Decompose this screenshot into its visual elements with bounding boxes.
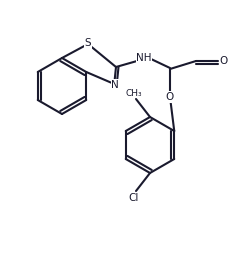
Text: CH₃: CH₃	[126, 88, 142, 98]
Text: S: S	[85, 38, 91, 48]
Text: Cl: Cl	[129, 193, 139, 203]
Text: O: O	[166, 92, 174, 102]
Text: O: O	[220, 56, 228, 66]
Text: N: N	[111, 80, 119, 90]
Text: NH: NH	[136, 53, 152, 63]
